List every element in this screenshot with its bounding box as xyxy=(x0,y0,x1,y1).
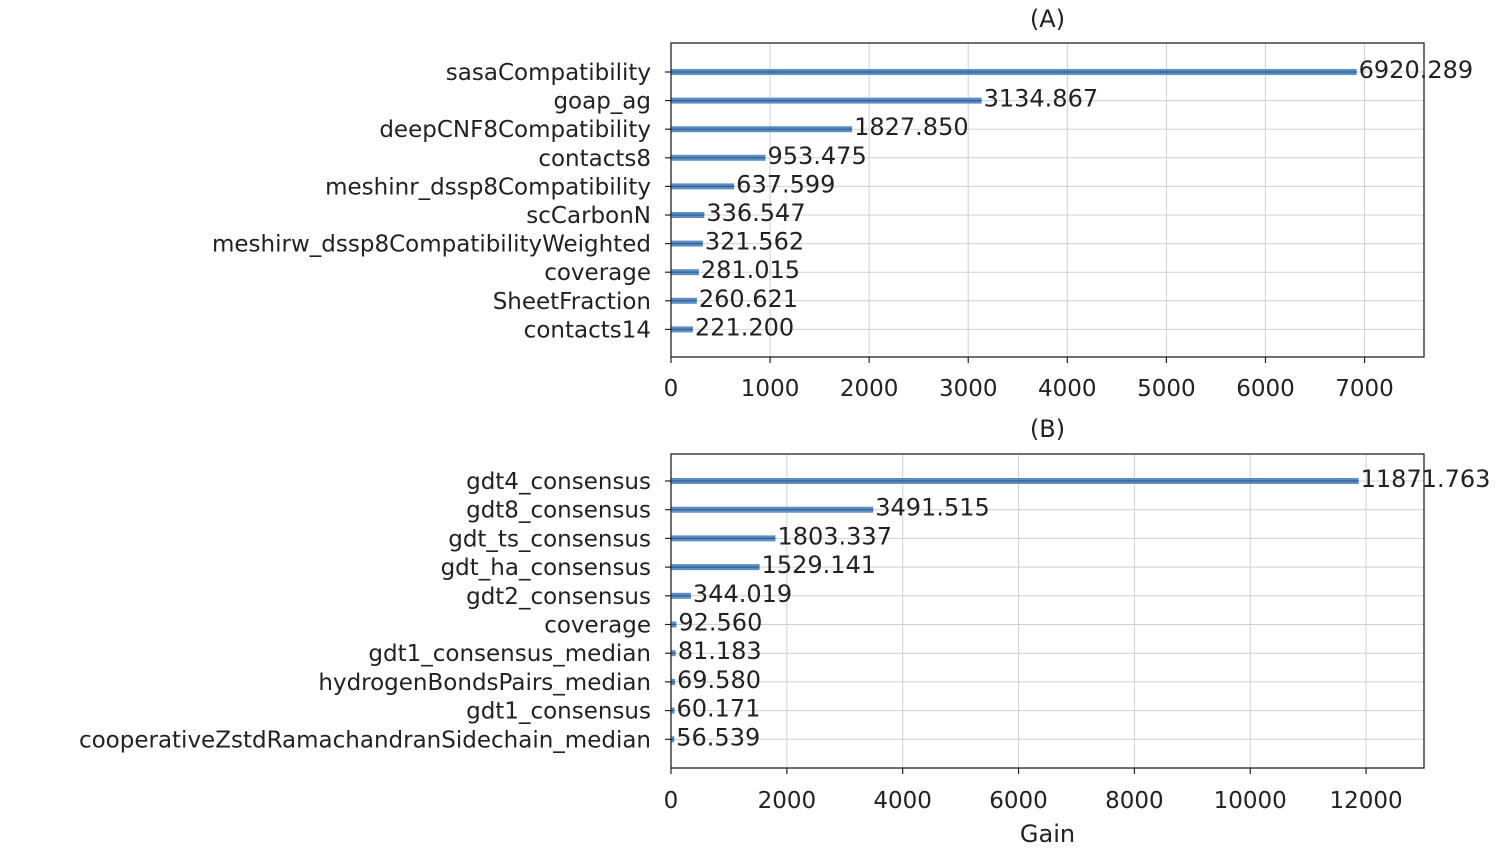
y-tick-label: deepCNF8Compatibility xyxy=(379,117,651,143)
value-label: 6920.289 xyxy=(1359,56,1474,84)
x-tick-label: 0 xyxy=(664,376,679,402)
y-tick-label: SheetFraction xyxy=(493,289,651,315)
y-tick-label: gdt_ha_consensus xyxy=(441,555,651,581)
panel-title: (A) xyxy=(1030,5,1065,33)
x-tick-label: 5000 xyxy=(1137,376,1196,402)
value-label: 60.171 xyxy=(676,695,760,723)
y-tick-label: goap_ag xyxy=(553,89,651,115)
value-label: 69.580 xyxy=(677,666,761,694)
y-tick-label: coverage xyxy=(544,613,651,639)
value-label: 3491.515 xyxy=(875,494,990,522)
value-label: 3134.867 xyxy=(984,85,1099,113)
value-label: 344.019 xyxy=(693,580,792,608)
panel-title: (B) xyxy=(1030,415,1065,443)
value-label: 81.183 xyxy=(678,637,762,665)
y-tick-label: gdt4_consensus xyxy=(466,469,651,495)
x-tick-label: 7000 xyxy=(1335,376,1394,402)
value-label: 56.539 xyxy=(676,723,760,751)
value-label: 953.475 xyxy=(767,142,866,170)
x-tick-label: 8000 xyxy=(1105,788,1164,814)
panel-b: gdt4_consensus gdt8_consensusgdt_ts_conse… xyxy=(79,415,1490,848)
x-tick-label: 2000 xyxy=(758,788,817,814)
value-label: 11871.763 xyxy=(1361,465,1491,493)
value-label: 1803.337 xyxy=(777,522,892,550)
y-tick-label: gdt1_consensus xyxy=(466,699,651,725)
value-label: 92.560 xyxy=(678,609,762,637)
x-tick-label: 2000 xyxy=(840,376,899,402)
y-tick-label: gdt2_consensus xyxy=(466,584,651,610)
y-tick-label: gdt8_consensus xyxy=(466,498,651,524)
value-label: 281.015 xyxy=(701,256,800,284)
value-label: 321.562 xyxy=(705,228,804,256)
value-label: 260.621 xyxy=(699,285,798,313)
x-tick-label: 4000 xyxy=(1038,376,1097,402)
y-tick-label: hydrogenBondsPairs_median xyxy=(318,670,651,696)
x-tick-label: 10000 xyxy=(1214,788,1287,814)
y-tick-label: scCarbonN xyxy=(526,203,651,229)
axes-frame xyxy=(670,453,1425,769)
y-tick-label: sasaCompatibility xyxy=(446,60,651,86)
y-tick-label: contacts14 xyxy=(524,317,651,343)
value-label: 1529.141 xyxy=(762,551,877,579)
value-label: 637.599 xyxy=(736,170,835,198)
x-tick-label: 12000 xyxy=(1329,788,1402,814)
x-tick-label: 4000 xyxy=(873,788,932,814)
x-axis-label: Gain xyxy=(1020,820,1075,848)
axes-frame xyxy=(670,42,1425,358)
value-label: 336.547 xyxy=(706,199,805,227)
y-tick-label: cooperativeZstdRamachandranSidechain_med… xyxy=(79,727,651,753)
panel-a: sasaCompatibility goap_agdeepCNF8Compatib… xyxy=(212,5,1473,402)
y-tick-label: gdt1_consensus_median xyxy=(368,641,651,667)
y-tick-label: gdt_ts_consensus xyxy=(448,526,651,552)
x-tick-label: 3000 xyxy=(939,376,998,402)
value-label: 221.200 xyxy=(695,313,794,341)
x-tick-label: 6000 xyxy=(989,788,1048,814)
value-label: 1827.850 xyxy=(854,113,969,141)
x-tick-label: 1000 xyxy=(741,376,800,402)
y-tick-label: meshirw_dssp8CompatibilityWeighted xyxy=(212,232,651,258)
x-tick-label: 0 xyxy=(664,788,679,814)
y-tick-label: coverage xyxy=(544,260,651,286)
y-tick-label: meshinr_dssp8Compatibility xyxy=(325,174,651,200)
x-tick-label: 6000 xyxy=(1236,376,1295,402)
y-tick-label: contacts8 xyxy=(538,146,651,172)
